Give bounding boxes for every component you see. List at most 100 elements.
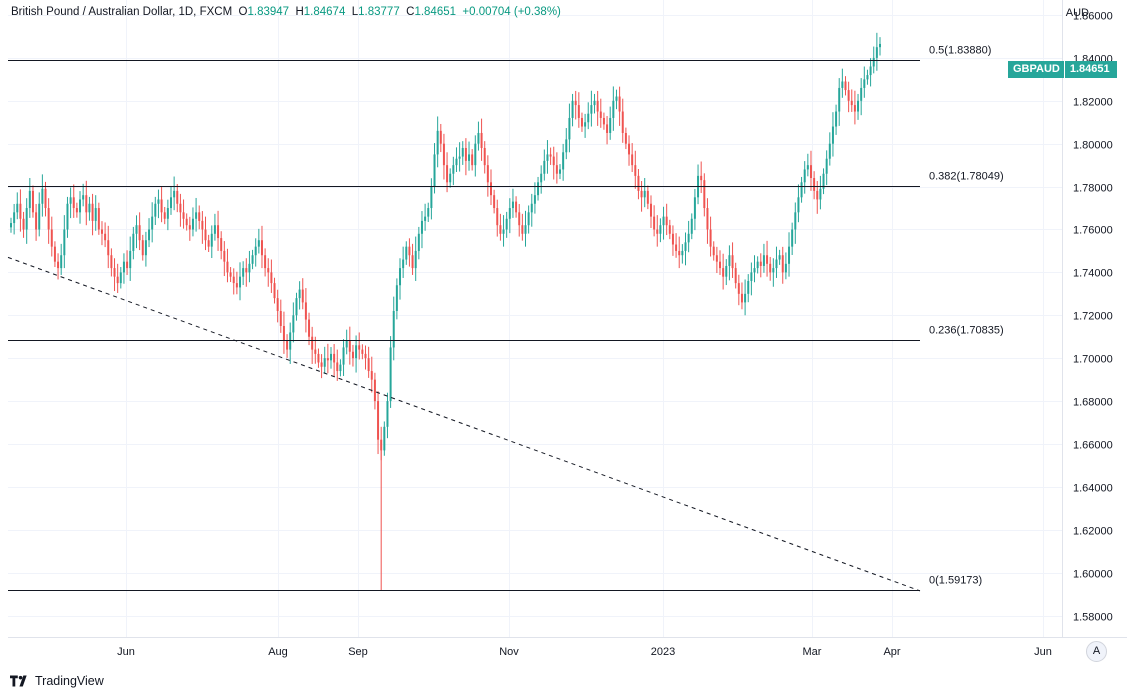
candle-body xyxy=(169,197,172,209)
x-tick-label: Nov xyxy=(499,646,519,658)
candle-body xyxy=(725,265,728,277)
candle-body xyxy=(797,197,800,213)
candle-body xyxy=(122,261,125,273)
candle-body xyxy=(367,358,370,372)
fib-level-label: 0.5(1.83880) xyxy=(929,45,991,57)
candle-body xyxy=(681,250,684,256)
candle-body xyxy=(304,302,307,320)
candle-body xyxy=(333,353,336,363)
candle-body xyxy=(803,169,806,183)
candle-body xyxy=(584,122,587,127)
candle-body xyxy=(119,272,122,284)
candle-body xyxy=(100,229,103,234)
y-tick-label: 1.70000 xyxy=(1073,354,1113,366)
candle-body xyxy=(179,203,182,213)
candle-body xyxy=(706,208,709,230)
time-axis: Jun Aug Sep Nov 2023 Mar Apr Jun xyxy=(117,646,1052,658)
candle-body xyxy=(568,117,571,140)
low-value: 1.83777 xyxy=(358,6,400,18)
candle-body xyxy=(825,158,828,174)
candle-body xyxy=(775,259,778,269)
candle-body xyxy=(414,250,417,269)
candle-body xyxy=(292,315,295,333)
candle-body xyxy=(778,255,781,260)
candle-body xyxy=(844,81,847,91)
candle-body xyxy=(320,362,323,367)
candle-body xyxy=(875,47,878,58)
candle-body xyxy=(411,255,414,269)
candle-body xyxy=(82,195,85,200)
candle-body xyxy=(684,242,687,251)
candle-body xyxy=(819,188,822,200)
symbol-legend: British Pound / Australian Dollar, 1D, F… xyxy=(11,6,561,18)
candle-body xyxy=(185,218,188,226)
candle-body xyxy=(113,268,116,277)
candle-body xyxy=(364,353,367,359)
candle-body xyxy=(41,188,44,204)
candle-body xyxy=(863,79,866,88)
candle-body xyxy=(251,255,254,264)
candle-body xyxy=(50,229,53,247)
candle-body xyxy=(609,117,612,133)
candle-body xyxy=(217,225,220,239)
candle-body xyxy=(53,246,56,262)
dashed-trendline xyxy=(7,256,921,592)
candle-body xyxy=(518,212,521,226)
candle-body xyxy=(195,212,198,219)
auto-scale-button[interactable]: A xyxy=(1086,641,1107,662)
candle-body xyxy=(587,113,590,123)
candle-body xyxy=(10,223,12,228)
candle-body xyxy=(455,158,458,166)
candle-body xyxy=(135,225,138,234)
candle-body xyxy=(201,220,204,230)
candle-body xyxy=(781,255,784,273)
candle-body xyxy=(496,208,499,226)
candle-body xyxy=(392,310,395,348)
candle-body xyxy=(831,126,834,144)
candle-body xyxy=(838,87,841,112)
candle-body xyxy=(822,173,825,189)
candle-body xyxy=(242,268,245,277)
candle-body xyxy=(640,190,643,198)
candle-body xyxy=(715,255,718,262)
y-tick-label: 1.60000 xyxy=(1073,569,1113,581)
candle-body xyxy=(286,341,289,350)
candle-body xyxy=(342,347,345,365)
candle-body xyxy=(753,268,756,273)
x-tick-label: Apr xyxy=(883,646,900,658)
y-tick-label: 1.64000 xyxy=(1073,483,1113,495)
close-value: 1.84651 xyxy=(414,6,457,18)
candle-body xyxy=(464,147,467,161)
candle-body xyxy=(248,263,251,273)
candle-body xyxy=(157,199,160,204)
candle-body xyxy=(389,347,392,402)
candle-body xyxy=(477,132,480,144)
candle-body xyxy=(176,190,179,204)
candle-body xyxy=(380,439,383,451)
candle-body xyxy=(326,358,329,361)
candle-body xyxy=(593,100,596,106)
candle-body xyxy=(530,203,533,213)
candle-body xyxy=(624,132,627,144)
y-tick-label: 1.72000 xyxy=(1073,311,1113,323)
candle-body xyxy=(273,283,276,299)
candle-body xyxy=(239,276,242,288)
candle-body xyxy=(405,246,408,260)
high-value: 1.84674 xyxy=(303,6,346,18)
candle-body xyxy=(141,240,144,256)
candle-body xyxy=(687,233,690,243)
candle-body xyxy=(361,349,364,354)
candle-body xyxy=(126,261,129,269)
candle-body xyxy=(809,165,812,179)
candle-body xyxy=(546,154,549,161)
candle-body xyxy=(737,283,740,294)
change-value: +0.00704 (+0.38%) xyxy=(462,6,561,18)
candle-body xyxy=(279,310,282,327)
candle-body xyxy=(596,100,599,112)
candle-body xyxy=(709,229,712,247)
candle-body xyxy=(97,208,100,230)
footer-brand[interactable]: TradingView xyxy=(10,674,104,688)
candle-body xyxy=(282,326,285,342)
candle-body xyxy=(734,268,737,284)
